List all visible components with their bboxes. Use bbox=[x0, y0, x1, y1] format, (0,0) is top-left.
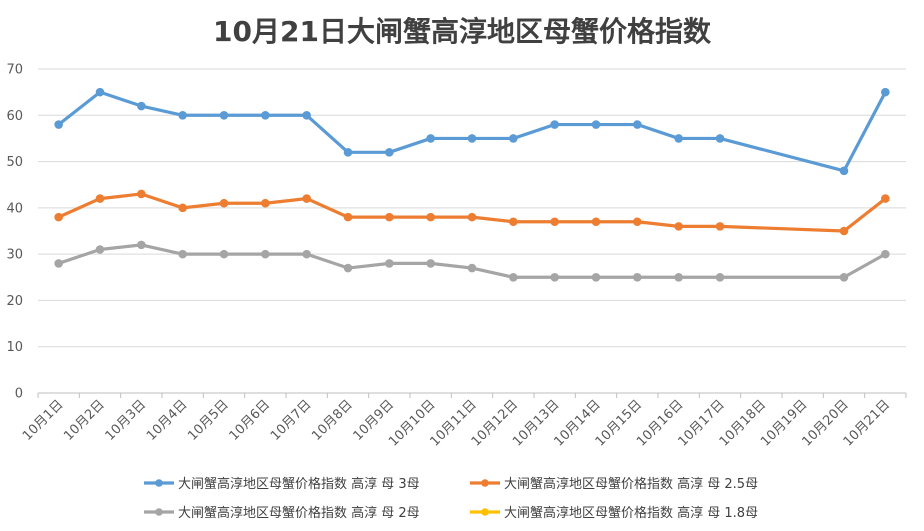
data-point bbox=[137, 189, 146, 199]
data-point bbox=[385, 212, 394, 222]
data-point bbox=[54, 120, 63, 129]
data-point bbox=[95, 194, 105, 203]
data-point bbox=[219, 110, 229, 120]
y-tick-label: 0 bbox=[15, 387, 23, 402]
data-point bbox=[550, 120, 559, 129]
data-point bbox=[95, 245, 105, 254]
x-tick-label: 10月6日 bbox=[227, 397, 274, 444]
legend-label: 大闸蟹高淳地区母蟹价格指数 高淳 母 2.5母 bbox=[504, 476, 758, 492]
data-point bbox=[343, 263, 353, 273]
series-line bbox=[58, 243, 887, 279]
legend-swatch-marker bbox=[155, 508, 163, 516]
data-point bbox=[881, 87, 890, 97]
data-point bbox=[261, 198, 270, 208]
data-point bbox=[385, 148, 394, 157]
data-point bbox=[54, 212, 63, 222]
data-point bbox=[385, 259, 394, 268]
axes: 0 10 20 30 40 50 60 70 10月1日10月2日10月3日10月4日10月5日… bbox=[6, 63, 907, 450]
data-point bbox=[54, 259, 63, 268]
data-point bbox=[178, 203, 187, 213]
data-point bbox=[343, 212, 353, 222]
data-point bbox=[550, 217, 559, 227]
data-point bbox=[95, 87, 105, 97]
data-point bbox=[839, 166, 849, 176]
data-point bbox=[178, 249, 187, 259]
data-point bbox=[839, 226, 849, 236]
data-point bbox=[467, 263, 477, 273]
data-point bbox=[261, 110, 270, 120]
data-point bbox=[137, 240, 146, 250]
data-point bbox=[715, 134, 725, 143]
legend-swatch-marker bbox=[155, 479, 163, 487]
legend-item: 大闸蟹高淳地区母蟹价格指数 高淳 母 2母 bbox=[144, 505, 420, 521]
y-tick-label: 50 bbox=[6, 155, 23, 170]
x-tick-label: 10月7日 bbox=[268, 397, 315, 444]
data-point bbox=[839, 272, 849, 282]
data-point bbox=[715, 222, 725, 231]
data-point bbox=[674, 272, 683, 282]
series-2 bbox=[54, 189, 890, 236]
x-tick-label: 10月5日 bbox=[185, 397, 232, 444]
data-point bbox=[219, 249, 229, 259]
data-point bbox=[674, 222, 683, 231]
data-point bbox=[509, 217, 518, 227]
series-lines bbox=[54, 87, 890, 282]
data-point bbox=[509, 272, 518, 282]
data-point bbox=[467, 212, 477, 222]
chart-title: 10月21日大闸蟹高淳地区母蟹价格指数 bbox=[213, 15, 712, 48]
data-point bbox=[302, 194, 311, 203]
data-point bbox=[261, 249, 270, 259]
legend-item: 大闸蟹高淳地区母蟹价格指数 高淳 母 1.8母 bbox=[470, 505, 758, 521]
y-tick-label: 70 bbox=[6, 63, 23, 78]
legend-label: 大闸蟹高淳地区母蟹价格指数 高淳 母 1.8母 bbox=[504, 505, 758, 521]
data-point bbox=[881, 249, 890, 259]
data-point bbox=[467, 134, 477, 143]
data-point bbox=[715, 272, 725, 282]
legend-item: 大闸蟹高淳地区母蟹价格指数 高淳 母 2.5母 bbox=[470, 476, 758, 492]
series-line bbox=[57, 90, 887, 173]
x-tick-label: 10月2日 bbox=[61, 397, 108, 444]
data-point bbox=[426, 259, 435, 268]
data-point bbox=[137, 101, 146, 111]
legend: 大闸蟹高淳地区母蟹价格指数 高淳 母 3母 大闸蟹高淳地区母蟹价格指数 高淳 母 … bbox=[144, 476, 758, 521]
legend-swatch-marker bbox=[481, 479, 489, 487]
legend-swatch-marker bbox=[481, 508, 489, 516]
data-point bbox=[426, 134, 435, 143]
y-tick-label: 30 bbox=[6, 248, 23, 263]
series-1 bbox=[54, 87, 890, 176]
data-point bbox=[633, 217, 642, 227]
data-point bbox=[674, 134, 683, 143]
x-tick-label: 10月4日 bbox=[144, 397, 191, 444]
legend-item: 大闸蟹高淳地区母蟹价格指数 高淳 母 3母 bbox=[144, 476, 420, 492]
data-point bbox=[550, 272, 559, 282]
x-tick-label: 10月1日 bbox=[20, 397, 67, 444]
data-point bbox=[426, 212, 435, 222]
x-tick-label: 10月8日 bbox=[309, 397, 356, 444]
data-point bbox=[302, 249, 311, 259]
y-tick-label: 40 bbox=[6, 201, 23, 216]
legend-label: 大闸蟹高淳地区母蟹价格指数 高淳 母 2母 bbox=[178, 505, 420, 521]
y-tick-label: 20 bbox=[6, 294, 23, 309]
data-point bbox=[302, 110, 311, 120]
series-line bbox=[58, 192, 887, 233]
y-tick-label: 10 bbox=[6, 340, 23, 355]
data-point bbox=[509, 134, 518, 143]
data-point bbox=[591, 272, 601, 282]
data-point bbox=[219, 198, 229, 208]
data-point bbox=[881, 194, 890, 203]
data-point bbox=[343, 148, 353, 157]
data-point bbox=[633, 272, 642, 282]
y-tick-label: 60 bbox=[6, 109, 23, 124]
legend-label: 大闸蟹高淳地区母蟹价格指数 高淳 母 3母 bbox=[178, 476, 420, 492]
data-point bbox=[178, 110, 187, 120]
x-tick-label: 10月3日 bbox=[103, 397, 150, 444]
series-3 bbox=[54, 240, 890, 282]
data-point bbox=[591, 120, 601, 129]
data-point bbox=[591, 217, 601, 227]
data-point bbox=[633, 120, 642, 129]
